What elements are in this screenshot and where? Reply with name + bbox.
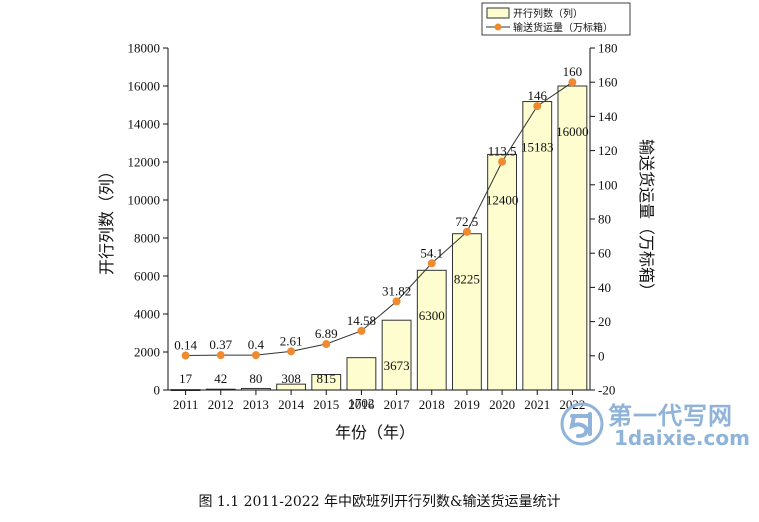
watermark: 第一代写网 1daixie.com [558,396,754,456]
y-right-tick-label: 100 [598,177,618,192]
x-tick-label: 2019 [454,397,480,412]
x-tick-label: 2020 [489,397,515,412]
bar [416,269,447,391]
y-right-tick-label: 0 [598,348,605,363]
y-right-tick-label: 140 [598,109,618,124]
x-tick-label: 2015 [313,397,339,412]
bar-value-label: 815 [317,371,337,386]
bar-value-label: 3673 [384,358,410,373]
x-tick-label: 2014 [278,397,305,412]
x-tick-label: 2012 [208,397,234,412]
bar-series [170,85,588,391]
bar-value-label: 1702 [348,396,374,411]
bar [522,101,553,391]
legend-line-label: 输送货运量（万标箱） [513,21,613,34]
y-left-tick-label: 16000 [128,79,161,94]
line-point [568,78,577,87]
line-value-label: 113.5 [488,144,517,159]
y-right-tick-label: 180 [598,41,618,56]
y-right-tick-label: -20 [598,383,615,398]
y-right-tick-label: 60 [598,246,611,261]
line-series [181,78,577,360]
watermark-en: 1daixie.com [614,426,750,450]
y-left-tick-label: 10000 [128,193,161,208]
y-left-tick-label: 6000 [134,269,160,284]
x-tick-label: 2016 [348,397,375,412]
line-value-label: 0.37 [209,337,232,352]
line-value-label: 54.1 [420,245,443,260]
watermark-logo-icon [560,402,604,446]
line-point [392,297,401,306]
bar [346,357,377,391]
x-tick-label: 2022 [559,397,585,412]
axes: 0 2000 4000 6000 8000 10000 12000 14000 16000 180… [97,41,656,443]
line-value-label: 2.61 [280,333,303,348]
y-left-axis-title: 开行列数（列） [97,163,116,275]
x-tick-label: 2011 [173,397,199,412]
line-path [185,81,573,357]
y-left-tick-label: 18000 [128,41,161,56]
line-value-label: 0.4 [248,337,265,352]
bar [487,153,518,391]
bar-value-label: 15183 [521,139,554,154]
bar-value-label: 17 [179,371,193,386]
y-right-tick-label: 120 [598,143,618,158]
line-point [181,351,190,360]
watermark-cn: 第一代写网 [608,402,733,430]
y-right-tick-label: 160 [598,75,618,90]
legend-box [481,2,631,36]
y-left-tick-label: 4000 [134,307,160,322]
line-value-label: 6.89 [315,326,338,341]
bar-value-label: 80 [249,371,262,386]
bar [381,319,412,391]
bar [451,233,482,391]
bar-value-label: 16000 [556,124,589,139]
legend: 开行列数（列）输送货运量（万标箱） [481,2,631,36]
x-tick-label: 2021 [524,397,550,412]
y-left-tick-label: 14000 [128,117,161,132]
line-value-label: 31.82 [382,283,411,298]
bar-value-label: 308 [281,371,301,386]
line-value-label: 72.5 [456,214,479,229]
x-tick-label: 2018 [419,397,445,412]
line-value-label: 14.58 [347,313,376,328]
line-point [216,351,225,360]
bar [557,85,588,391]
line-value-label: 146 [528,88,548,103]
y-left-tick-label: 12000 [128,155,161,170]
line-point [498,157,507,166]
line-point [462,227,471,236]
line-point [357,326,366,335]
figure-caption: 图 1.1 2011-2022 年中欧班列开行列数&输送货运量统计 [198,494,561,510]
line-point [427,259,436,268]
legend-line-marker [494,23,502,31]
line-value-label: 0.14 [174,338,197,353]
legend-bar-label: 开行列数（列） [513,7,583,20]
line-point [322,340,331,349]
line-point [533,102,542,111]
y-right-tick-label: 80 [598,212,611,227]
bar-value-label: 12400 [486,192,519,207]
legend-bar-swatch [486,7,510,19]
y-right-tick-label: 40 [598,280,611,295]
y-left-tick-label: 8000 [134,231,160,246]
x-axis-title: 年份（年） [335,423,415,442]
y-left-tick-label: 2000 [134,345,160,360]
bar-value-label: 8225 [454,272,480,287]
y-left-tick-label: 0 [154,383,161,398]
line-point [251,351,260,360]
y-right-tick-label: 20 [598,314,611,329]
y-right-axis-title: 输送货运量（万标箱） [637,139,656,299]
bar-value-label: 42 [214,371,227,386]
x-tick-label: 2013 [243,397,269,412]
line-value-label: 160 [563,64,583,79]
x-tick-label: 2017 [384,397,411,412]
bar-value-label: 6300 [419,308,445,323]
line-point [287,347,296,356]
